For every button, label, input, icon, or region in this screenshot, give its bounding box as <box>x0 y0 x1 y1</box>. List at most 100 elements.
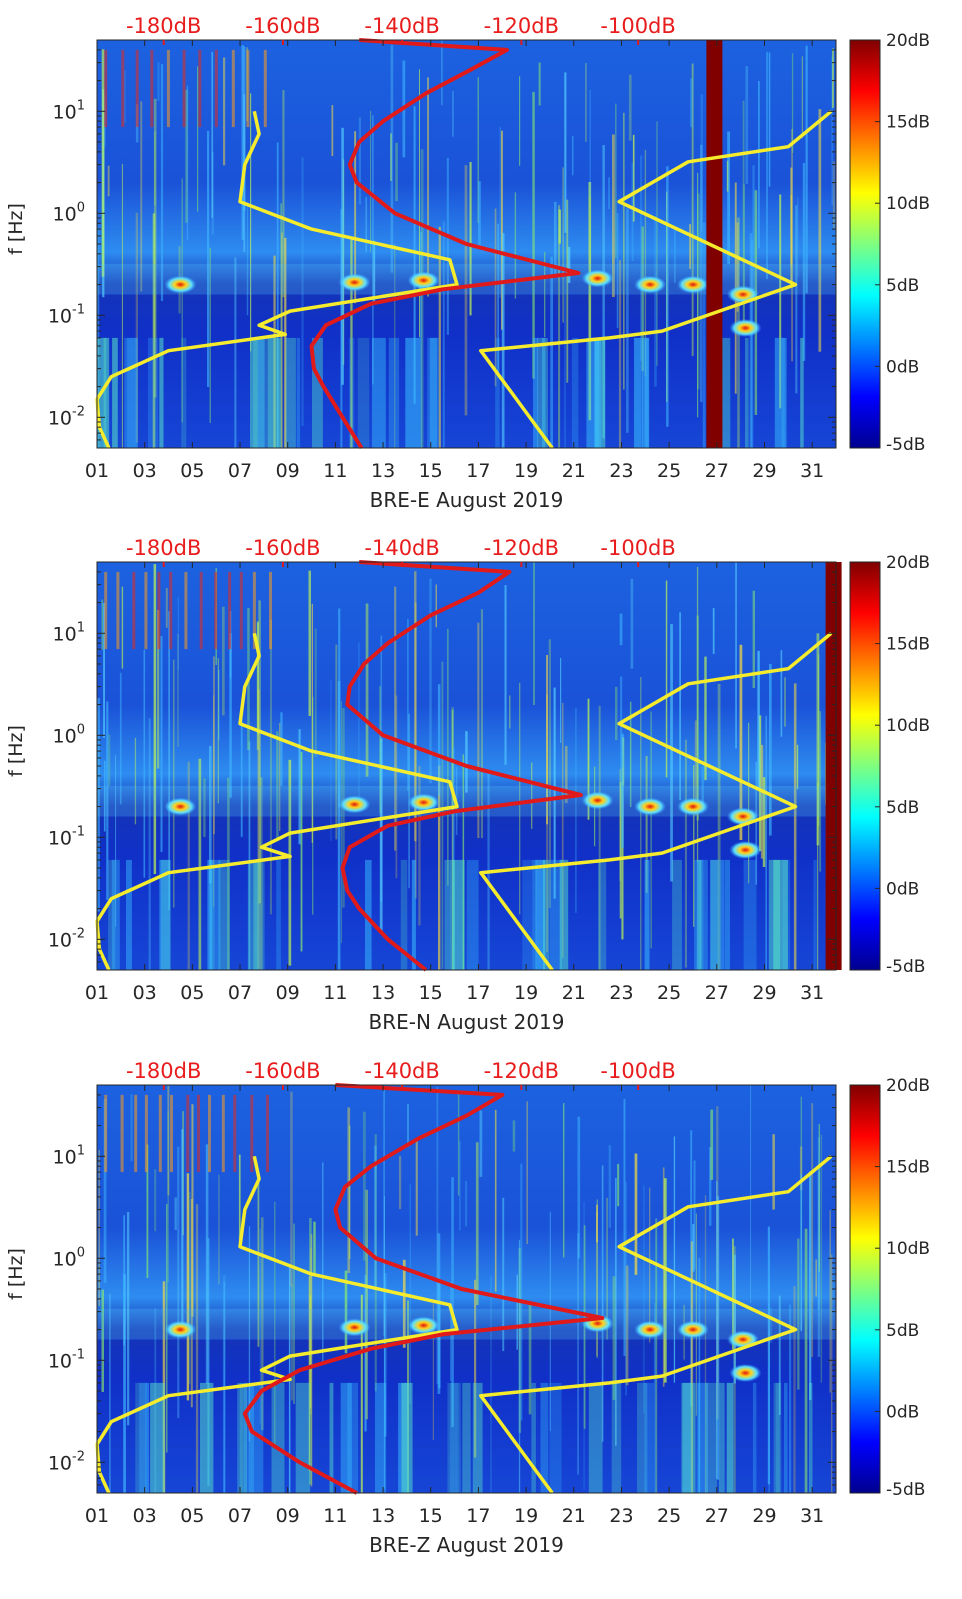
y-tick-label: 10-2 <box>48 404 85 429</box>
y-tick-label: 101 <box>53 98 85 123</box>
top-axis-db-label: -180dB <box>126 14 201 38</box>
top-axis-db-label: -120dB <box>484 14 559 38</box>
colorbar-tick-label: 0dB <box>886 879 919 899</box>
x-tick-label: 07 <box>228 982 252 1004</box>
x-tick-label: 23 <box>609 982 633 1004</box>
top-axis-db-label: -180dB <box>126 1059 201 1083</box>
x-tick-label: 31 <box>800 982 824 1004</box>
y-tick-label: 101 <box>53 1143 85 1168</box>
x-axis-label: BRE-N August 2019 <box>368 1010 564 1034</box>
x-tick-label: 11 <box>323 982 347 1004</box>
x-tick-label: 21 <box>562 460 586 482</box>
x-tick-label: 15 <box>419 460 443 482</box>
x-tick-label: 29 <box>752 982 776 1004</box>
spectrogram-panel: 01 03 05 07 09 11 13 15 17 19 21 23 25 27 29 31 BRE-Z Au… <box>5 1059 930 1557</box>
colorbar-tick-label: -5dB <box>886 435 925 455</box>
x-tick-label: 09 <box>276 1505 300 1527</box>
y-tick-label: 10-2 <box>48 1449 85 1474</box>
colorbar-tick-label: 10dB <box>886 716 930 736</box>
colorbar: 20dB 15dB 10dB 5dB 0dB -5dB <box>849 553 930 977</box>
spectrogram-texture <box>97 562 838 970</box>
colorbar: 20dB 15dB 10dB 5dB 0dB -5dB <box>849 1076 930 1500</box>
colorbar-tick-label: 5dB <box>886 798 919 818</box>
low-noise-model-curve <box>95 110 459 449</box>
top-axis-db-label: -160dB <box>245 536 320 560</box>
low-noise-model-curve <box>95 1155 459 1494</box>
top-axis-db-label: -120dB <box>484 536 559 560</box>
colorbar-tick-label: 20dB <box>886 31 930 51</box>
x-tick-label: 13 <box>371 1505 395 1527</box>
x-tick-label: 05 <box>180 460 204 482</box>
top-axis-db-label: -140dB <box>364 14 439 38</box>
y-tick-label: 10-1 <box>48 1347 85 1372</box>
y-tick-label: 101 <box>53 620 85 645</box>
colorbar-tick-label: 0dB <box>886 357 919 377</box>
x-tick-label: 31 <box>800 460 824 482</box>
x-tick-label: 19 <box>514 460 538 482</box>
y-tick-label: 100 <box>53 722 85 747</box>
median-psd-curve <box>340 560 583 972</box>
x-tick-label: 23 <box>609 460 633 482</box>
x-tick-label: 03 <box>133 460 157 482</box>
y-tick-label: 100 <box>53 1245 85 1270</box>
x-tick-label: 29 <box>752 1505 776 1527</box>
x-tick-label: 01 <box>85 982 109 1004</box>
colorbar-tick-label: 15dB <box>886 635 930 655</box>
y-axis-label: f [Hz] <box>5 725 27 777</box>
top-axis-db-label: -100dB <box>600 14 675 38</box>
y-axis-label: f [Hz] <box>5 1248 27 1300</box>
spectrogram-panel: 01 03 05 07 09 11 13 15 17 19 21 23 25 27 29 31 BRE-E Au… <box>5 14 930 512</box>
x-axis-label: BRE-Z August 2019 <box>369 1533 564 1557</box>
y-tick-label: 10-2 <box>48 926 85 951</box>
high-noise-model-curve <box>479 1154 833 1495</box>
colorbar-tick-label: 0dB <box>886 1402 919 1422</box>
colorbar-tick-label: -5dB <box>886 957 925 977</box>
data-gap-column <box>706 40 723 448</box>
x-tick-label: 01 <box>85 1505 109 1527</box>
x-tick-label: 05 <box>180 1505 204 1527</box>
x-tick-label: 13 <box>371 982 395 1004</box>
median-psd-curve <box>242 1083 605 1495</box>
top-axis-db-label: -100dB <box>600 536 675 560</box>
x-tick-label: 27 <box>705 1505 729 1527</box>
y-tick-label: 10-1 <box>48 824 85 849</box>
x-tick-label: 11 <box>323 460 347 482</box>
x-tick-label: 31 <box>800 1505 824 1527</box>
x-tick-label: 19 <box>514 1505 538 1527</box>
x-tick-label: 25 <box>657 982 681 1004</box>
x-tick-label: 25 <box>657 1505 681 1527</box>
top-axis-db-label: -160dB <box>245 14 320 38</box>
x-tick-label: 15 <box>419 1505 443 1527</box>
x-tick-label: 17 <box>466 1505 490 1527</box>
x-tick-label: 29 <box>752 460 776 482</box>
spectrogram-panel: 01 03 05 07 09 11 13 15 17 19 21 23 25 27 29 31 BRE-N Au… <box>5 536 930 1034</box>
high-noise-model-curve <box>479 631 833 972</box>
colorbar-tick-label: 20dB <box>886 1076 930 1096</box>
top-axis-db-label: -100dB <box>600 1059 675 1083</box>
colorbar-tick-label: 15dB <box>886 1158 930 1178</box>
x-tick-label: 15 <box>419 982 443 1004</box>
x-tick-label: 17 <box>466 460 490 482</box>
colorbar-tick-label: 10dB <box>886 1239 930 1259</box>
x-tick-label: 07 <box>228 460 252 482</box>
colorbar-tick-label: 10dB <box>886 194 930 214</box>
x-tick-label: 23 <box>609 1505 633 1527</box>
x-tick-label: 07 <box>228 1505 252 1527</box>
median-psd-curve <box>309 38 581 450</box>
x-tick-label: 27 <box>705 982 729 1004</box>
low-noise-model-curve <box>95 632 459 971</box>
x-tick-label: 09 <box>276 460 300 482</box>
x-axis-label: BRE-E August 2019 <box>370 488 564 512</box>
top-axis-db-label: -160dB <box>245 1059 320 1083</box>
x-tick-label: 25 <box>657 460 681 482</box>
colorbar-tick-label: 20dB <box>886 553 930 573</box>
y-tick-label: 10-1 <box>48 302 85 327</box>
spectrogram-texture <box>97 1085 836 1493</box>
top-axis-db-label: -140dB <box>364 536 439 560</box>
y-tick-label: 100 <box>53 200 85 225</box>
x-tick-label: 17 <box>466 982 490 1004</box>
colorbar-tick-label: -5dB <box>886 1480 925 1500</box>
x-tick-label: 01 <box>85 460 109 482</box>
y-axis-label: f [Hz] <box>5 203 27 255</box>
